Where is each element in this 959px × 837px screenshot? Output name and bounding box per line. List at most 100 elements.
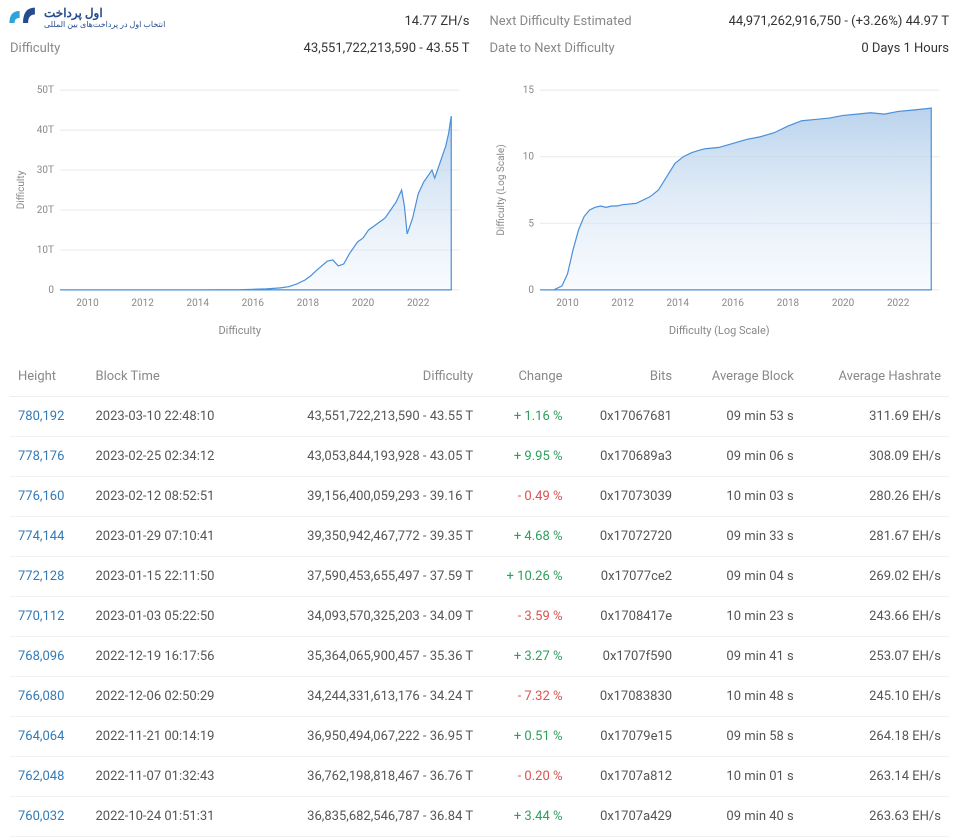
svg-text:30T: 30T (37, 165, 54, 176)
svg-text:Difficulty: Difficulty (16, 170, 27, 209)
table-row: 776,1602023-02-12 08:52:5139,156,400,059… (10, 477, 949, 517)
cell-change: + 0.51 % (481, 717, 570, 757)
cell-bits: 0x1707a429 (571, 797, 681, 837)
table-row: 762,0482022-11-07 01:32:4336,762,198,818… (10, 757, 949, 797)
svg-text:Difficulty (Log Scale): Difficulty (Log Scale) (495, 144, 506, 235)
cell-height[interactable]: 772,128 (10, 557, 88, 597)
cell-bits: 0x1707a812 (571, 757, 681, 797)
cell-change: + 4.68 % (481, 517, 570, 557)
cell-hashrate: 264.18 EH/s (802, 717, 949, 757)
cell-diff: 37,590,453,655,497 - 37.59 T (255, 557, 481, 597)
svg-text:2010: 2010 (76, 298, 99, 309)
cell-height[interactable]: 768,096 (10, 637, 88, 677)
brand-logo: اول پرداخت انتخاب اول در پرداخت‌های بین … (6, 4, 165, 30)
cell-height[interactable]: 760,032 (10, 797, 88, 837)
cell-diff: 36,835,682,546,787 - 36.84 T (255, 797, 481, 837)
cell-height[interactable]: 766,080 (10, 677, 88, 717)
table-row: 768,0962022-12-19 16:17:5635,364,065,900… (10, 637, 949, 677)
cell-bits: 0x17072720 (571, 517, 681, 557)
cell-time: 2022-12-19 16:17:56 (88, 637, 256, 677)
chart2-svg: 0510152010201220142016201820202022Diffic… (490, 80, 950, 320)
cell-bits: 0x1707f590 (571, 637, 681, 677)
cell-height[interactable]: 764,064 (10, 717, 88, 757)
cell-change: + 9.95 % (481, 437, 570, 477)
svg-text:20T: 20T (37, 205, 54, 216)
cell-bits: 0x17079e15 (571, 717, 681, 757)
svg-text:2020: 2020 (831, 298, 854, 309)
chart-difficulty: 010T20T30T40T50T201020122014201620182020… (10, 80, 470, 337)
cell-diff: 35,364,065,900,457 - 35.36 T (255, 637, 481, 677)
cell-time: 2022-11-21 00:14:19 (88, 717, 256, 757)
cell-avg_block: 09 min 41 s (680, 637, 802, 677)
stat-value-zhs: 14.77 ZH/s (404, 14, 469, 29)
chart1-caption: Difficulty (10, 324, 470, 337)
stat-value-next-diff: 44,971,262,916,750 - (+3.26%) 44.97 T (729, 14, 949, 29)
cell-change: + 3.44 % (481, 797, 570, 837)
svg-text:2016: 2016 (242, 298, 265, 309)
stat-label-next-diff: Next Difficulty Estimated (490, 14, 632, 29)
cell-bits: 0x17067681 (571, 397, 681, 437)
stat-label-difficulty: Difficulty (10, 41, 60, 56)
svg-text:2020: 2020 (352, 298, 375, 309)
table-row: 774,1442023-01-29 07:10:4139,350,942,467… (10, 517, 949, 557)
cell-diff: 34,244,331,613,176 - 34.24 T (255, 677, 481, 717)
svg-text:2010: 2010 (556, 298, 579, 309)
table-row: 780,1922023-03-10 22:48:1043,551,722,213… (10, 397, 949, 437)
cell-bits: 0x17083830 (571, 677, 681, 717)
svg-text:5: 5 (528, 218, 534, 229)
cell-height[interactable]: 780,192 (10, 397, 88, 437)
cell-height[interactable]: 762,048 (10, 757, 88, 797)
cell-hashrate: 243.66 EH/s (802, 597, 949, 637)
cell-change: - 0.49 % (481, 477, 570, 517)
svg-text:2014: 2014 (187, 298, 210, 309)
cell-height[interactable]: 776,160 (10, 477, 88, 517)
svg-text:2012: 2012 (611, 298, 634, 309)
cell-time: 2023-01-03 05:22:50 (88, 597, 256, 637)
logo-text-top: اول پرداخت (44, 6, 165, 20)
cell-hashrate: 253.07 EH/s (802, 637, 949, 677)
cell-time: 2022-11-07 01:32:43 (88, 757, 256, 797)
table-header-row: HeightBlock TimeDifficultyChangeBitsAver… (10, 357, 949, 397)
charts-row: 010T20T30T40T50T201020122014201620182020… (10, 70, 949, 357)
cell-hashrate: 263.14 EH/s (802, 757, 949, 797)
cell-diff: 43,053,844,193,928 - 43.05 T (255, 437, 481, 477)
cell-bits: 0x1708417e (571, 597, 681, 637)
col-average-block: Average Block (680, 357, 802, 397)
cell-diff: 34,093,570,325,203 - 34.09 T (255, 597, 481, 637)
table-row: 760,0322022-10-24 01:51:3136,835,682,546… (10, 797, 949, 837)
cell-hashrate: 269.02 EH/s (802, 557, 949, 597)
chart2-caption: Difficulty (Log Scale) (490, 324, 950, 337)
cell-hashrate: 245.10 EH/s (802, 677, 949, 717)
stat-label-date-next: Date to Next Difficulty (490, 41, 615, 56)
col-block-time: Block Time (88, 357, 256, 397)
stats-right: Next Difficulty Estimated 44,971,262,916… (490, 8, 950, 62)
cell-avg_block: 09 min 33 s (680, 517, 802, 557)
cell-bits: 0x170689a3 (571, 437, 681, 477)
table-row: 766,0802022-12-06 02:50:2934,244,331,613… (10, 677, 949, 717)
cell-change: - 0.20 % (481, 757, 570, 797)
cell-avg_block: 10 min 03 s (680, 477, 802, 517)
cell-height[interactable]: 778,176 (10, 437, 88, 477)
cell-height[interactable]: 774,144 (10, 517, 88, 557)
col-bits: Bits (571, 357, 681, 397)
logo-icon (6, 4, 40, 30)
col-change: Change (481, 357, 570, 397)
cell-time: 2023-02-12 08:52:51 (88, 477, 256, 517)
stat-value-difficulty: 43,551,722,213,590 - 43.55 T (304, 41, 470, 56)
difficulty-table: HeightBlock TimeDifficultyChangeBitsAver… (10, 357, 949, 837)
cell-height[interactable]: 770,112 (10, 597, 88, 637)
cell-change: + 10.26 % (481, 557, 570, 597)
cell-time: 2023-02-25 02:34:12 (88, 437, 256, 477)
cell-diff: 39,350,942,467,772 - 39.35 T (255, 517, 481, 557)
col-difficulty: Difficulty (255, 357, 481, 397)
cell-avg_block: 09 min 04 s (680, 557, 802, 597)
chart-difficulty-log: 0510152010201220142016201820202022Diffic… (490, 80, 950, 337)
table-row: 770,1122023-01-03 05:22:5034,093,570,325… (10, 597, 949, 637)
chart1-svg: 010T20T30T40T50T201020122014201620182020… (10, 80, 470, 320)
cell-change: - 3.59 % (481, 597, 570, 637)
table-row: 764,0642022-11-21 00:14:1936,950,494,067… (10, 717, 949, 757)
cell-diff: 39,156,400,059,293 - 39.16 T (255, 477, 481, 517)
svg-text:2012: 2012 (131, 298, 154, 309)
svg-text:10: 10 (522, 152, 534, 163)
svg-text:50T: 50T (37, 85, 54, 96)
